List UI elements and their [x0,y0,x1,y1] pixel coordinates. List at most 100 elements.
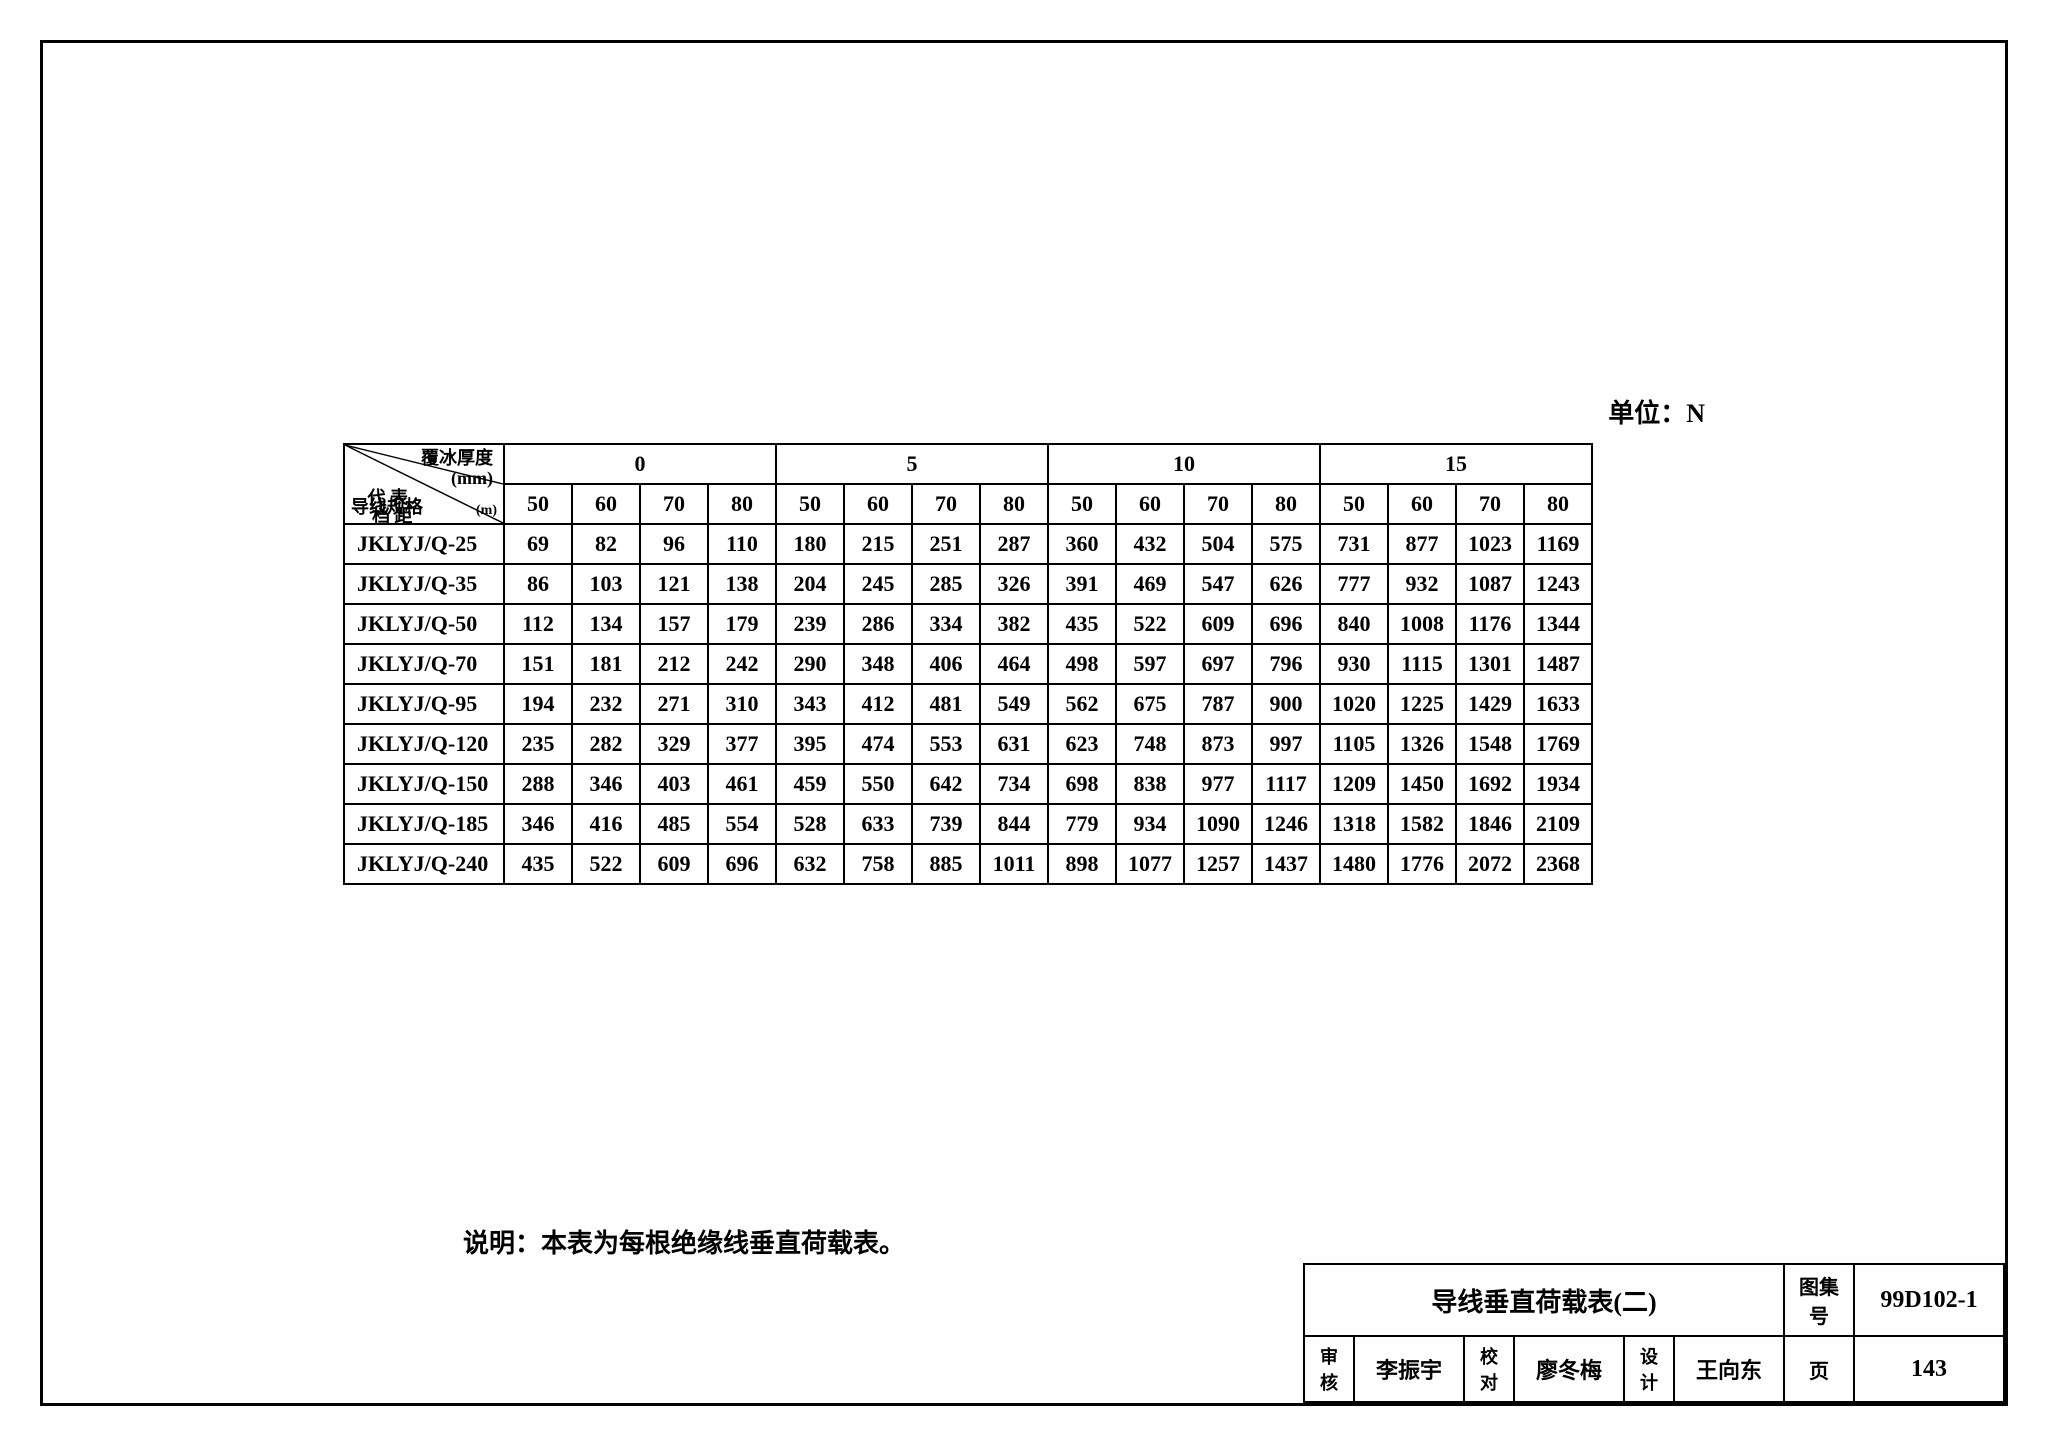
data-cell: 997 [1252,724,1320,764]
data-cell: 1246 [1252,804,1320,844]
data-cell: 346 [504,804,572,844]
data-cell: 522 [1116,604,1184,644]
data-cell: 549 [980,684,1048,724]
data-cell: 977 [1184,764,1252,804]
data-cell: 748 [1116,724,1184,764]
data-cell: 1176 [1456,604,1524,644]
data-cell: 873 [1184,724,1252,764]
data-cell: 326 [980,564,1048,604]
data-cell: 432 [1116,524,1184,564]
data-cell: 360 [1048,524,1116,564]
data-cell: 2072 [1456,844,1524,884]
table-row: JKLYJ/Q-15028834640346145955064273469883… [344,764,1592,804]
data-cell: 346 [572,764,640,804]
data-cell: 69 [504,524,572,564]
data-cell: 1776 [1388,844,1456,884]
data-cell: 435 [504,844,572,884]
data-cell: 485 [640,804,708,844]
table-row: JKLYJ/Q-18534641648555452863373984477993… [344,804,1592,844]
ice-thickness-unit: (mm) [451,468,493,488]
data-cell: 597 [1116,644,1184,684]
data-cell: 391 [1048,564,1116,604]
data-cell: 2109 [1524,804,1592,844]
diag-top: 覆冰厚度 (mm) [421,449,493,489]
span-header: 50 [1320,484,1388,524]
data-cell: 698 [1048,764,1116,804]
data-cell: 575 [1252,524,1320,564]
data-cell: 348 [844,644,912,684]
data-cell: 898 [1048,844,1116,884]
data-cell: 554 [708,804,776,844]
data-cell: 739 [912,804,980,844]
data-cell: 777 [1320,564,1388,604]
page-value: 143 [1854,1336,2004,1402]
row-label: JKLYJ/Q-35 [344,564,504,604]
title-block-row-1: 导线垂直荷载表(二) 图集号 99D102-1 [1304,1264,2004,1336]
ice-thickness-label: 覆冰厚度 [421,448,493,468]
data-cell: 642 [912,764,980,804]
diagonal-header-cell: 覆冰厚度 (mm) 代 表 档 距 导线规格 (m) [344,444,504,524]
data-cell: 464 [980,644,1048,684]
data-cell: 675 [1116,684,1184,724]
data-cell: 461 [708,764,776,804]
title-block: 导线垂直荷载表(二) 图集号 99D102-1 审核 李振宇 校对 廖冬梅 设计… [1303,1263,2005,1403]
span-header: 60 [1116,484,1184,524]
check-signature: 廖冬梅 [1514,1336,1624,1402]
ice-group-0: 0 [504,444,776,484]
data-cell: 474 [844,724,912,764]
data-cell: 844 [980,804,1048,844]
data-cell: 1487 [1524,644,1592,684]
table-row: JKLYJ/Q-70151181212242290348406464498597… [344,644,1592,684]
data-cell: 377 [708,724,776,764]
data-cell: 2368 [1524,844,1592,884]
data-cell: 498 [1048,644,1116,684]
data-cell: 96 [640,524,708,564]
data-cell: 251 [912,524,980,564]
data-cell: 787 [1184,684,1252,724]
data-cell: 504 [1184,524,1252,564]
span-header: 70 [1456,484,1524,524]
data-cell: 1301 [1456,644,1524,684]
row-label: JKLYJ/Q-95 [344,684,504,724]
data-cell: 528 [776,804,844,844]
data-cell: 1011 [980,844,1048,884]
header-row-2: 50607080506070805060708050607080 [344,484,1592,524]
data-cell: 1209 [1320,764,1388,804]
data-cell: 930 [1320,644,1388,684]
data-cell: 1437 [1252,844,1320,884]
review-signature: 李振宇 [1354,1336,1464,1402]
data-cell: 412 [844,684,912,724]
data-cell: 1090 [1184,804,1252,844]
data-cell: 1023 [1456,524,1524,564]
data-cell: 696 [1252,604,1320,644]
data-cell: 932 [1388,564,1456,604]
data-cell: 82 [572,524,640,564]
data-cell: 1344 [1524,604,1592,644]
data-cell: 215 [844,524,912,564]
data-cell: 395 [776,724,844,764]
span-header: 50 [1048,484,1116,524]
data-cell: 157 [640,604,708,644]
row-label: JKLYJ/Q-50 [344,604,504,644]
span-header: 70 [912,484,980,524]
data-cell: 758 [844,844,912,884]
data-cell: 271 [640,684,708,724]
ice-group-10: 10 [1048,444,1320,484]
table-row: JKLYJ/Q-35861031211382042452853263914695… [344,564,1592,604]
table-header: 覆冰厚度 (mm) 代 表 档 距 导线规格 (m) 0 5 10 15 506… [344,444,1592,524]
data-cell: 900 [1252,684,1320,724]
data-cell: 877 [1388,524,1456,564]
span-header: 70 [1184,484,1252,524]
data-cell: 840 [1320,604,1388,644]
data-cell: 245 [844,564,912,604]
data-cell: 435 [1048,604,1116,644]
drawing-title: 导线垂直荷载表(二) [1304,1264,1784,1336]
data-cell: 1692 [1456,764,1524,804]
data-cell: 1115 [1388,644,1456,684]
page-label: 页 [1784,1336,1854,1402]
data-cell: 134 [572,604,640,644]
data-cell: 287 [980,524,1048,564]
data-cell: 212 [640,644,708,684]
data-cell: 1450 [1388,764,1456,804]
data-cell: 110 [708,524,776,564]
